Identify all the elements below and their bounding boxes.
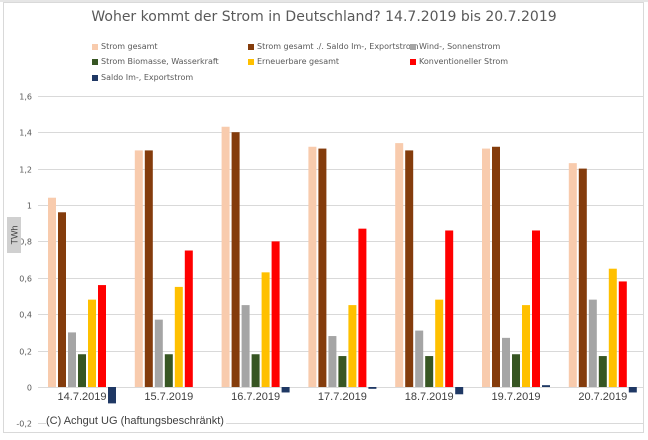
legend-swatch — [410, 43, 416, 50]
y-tick-label: 0,8 — [19, 238, 32, 247]
legend-label: Strom gesamt ./. Saldo Im-, Exportstrom — [257, 42, 419, 51]
legend-swatch — [248, 43, 254, 50]
bar-4 — [522, 305, 530, 387]
y-tick-label: -0,2 — [16, 420, 32, 429]
legend-label: Strom gesamt — [101, 42, 158, 51]
bar-4 — [261, 272, 270, 387]
bar-2 — [588, 299, 597, 387]
bar-3 — [512, 354, 520, 387]
bar-1 — [578, 168, 587, 387]
y-axis-label-text: TWh — [9, 225, 19, 245]
legend-item: Strom gesamt — [92, 42, 158, 51]
bar-5 — [271, 241, 280, 387]
bar-1 — [318, 148, 327, 387]
legend-item: Konventioneller Strom — [410, 57, 508, 66]
bar-1 — [492, 146, 500, 387]
top-border — [0, 0, 648, 2]
bar-2 — [68, 332, 76, 387]
bar-2 — [328, 336, 337, 387]
bar-6 — [455, 387, 464, 395]
bar-0 — [134, 150, 143, 387]
bar-6 — [368, 387, 377, 389]
bar-5 — [445, 230, 454, 387]
y-tick-label: 0,2 — [19, 348, 32, 357]
bar-6 — [628, 387, 637, 393]
legend-swatch — [410, 58, 416, 65]
bar-1 — [231, 132, 240, 387]
x-tick-label: 19.7.2019 — [492, 391, 541, 403]
legend-label: Wind-, Sonnenstrom — [419, 42, 501, 51]
bar-0 — [308, 146, 317, 387]
bar-4 — [348, 305, 357, 387]
bar-0 — [395, 143, 404, 387]
bar-3 — [251, 354, 260, 387]
bar-4 — [435, 299, 444, 387]
bar-6 — [281, 387, 290, 393]
bar-6 — [542, 385, 550, 387]
x-tick-label: 18.7.2019 — [405, 391, 454, 403]
y-tick-label: 1,4 — [19, 129, 32, 138]
bar-3 — [338, 356, 347, 387]
legend-swatch — [248, 58, 254, 65]
bar-2 — [415, 330, 424, 387]
bar-3 — [425, 356, 434, 387]
bar-0 — [48, 197, 56, 387]
bar-0 — [568, 163, 577, 387]
bar-3 — [164, 354, 173, 387]
x-tick-label: 17.7.2019 — [318, 391, 367, 403]
bar-5 — [184, 250, 193, 387]
y-axis-label: TWh — [7, 217, 21, 253]
y-axis-label-background — [7, 217, 21, 253]
y-tick-label: 0 — [27, 384, 32, 393]
bar-0 — [482, 148, 490, 387]
bar-2 — [502, 337, 510, 387]
bar-1 — [58, 212, 66, 387]
copyright-annotation: (C) Achgut UG (haftungsbeschränkt) — [46, 415, 226, 427]
x-tick-label: 14.7.2019 — [58, 391, 107, 403]
legend-swatch — [92, 58, 98, 65]
bar-0 — [221, 126, 230, 388]
y-tick-label: 1 — [27, 202, 32, 211]
x-tick-label: 16.7.2019 — [231, 391, 280, 403]
bar-4 — [608, 268, 617, 387]
bar-1 — [405, 150, 414, 387]
bar-5 — [358, 228, 367, 387]
bar-4 — [88, 299, 96, 387]
legend-swatch — [92, 43, 98, 50]
y-tick-label: 0,6 — [19, 275, 32, 284]
legend-item: Erneuerbare gesamt — [248, 57, 339, 66]
bar-2 — [154, 319, 163, 387]
bar-5 — [532, 230, 540, 387]
legend-swatch — [92, 74, 98, 81]
legend-item: Saldo Im-, Exportstrom — [92, 73, 193, 82]
x-tick-label: 20.7.2019 — [578, 391, 627, 403]
bar-2 — [241, 305, 250, 387]
bar-6 — [108, 387, 116, 404]
y-tick-label: 0,4 — [19, 311, 32, 320]
bar-4 — [174, 286, 183, 387]
legend-item: Wind-, Sonnenstrom — [410, 42, 500, 51]
legend-item: Strom Biomasse, Wasserkraft — [92, 57, 219, 66]
legend-item: Strom gesamt ./. Saldo Im-, Exportstrom — [248, 42, 419, 51]
bar-1 — [144, 150, 153, 387]
legend-label: Saldo Im-, Exportstrom — [101, 73, 194, 82]
legend-label: Strom Biomasse, Wasserkraft — [101, 57, 219, 66]
bar-3 — [78, 354, 86, 387]
chart-title: Woher kommt der Strom in Deutschland? 14… — [91, 9, 557, 25]
bar-3 — [598, 356, 607, 387]
bar-5 — [98, 285, 106, 387]
legend-label: Erneuerbare gesamt — [257, 57, 340, 66]
x-tick-label: 15.7.2019 — [144, 391, 193, 403]
y-tick-label: 1,6 — [19, 93, 32, 102]
legend-label: Konventioneller Strom — [419, 57, 508, 66]
y-tick-label: 1,2 — [19, 166, 32, 175]
bar-5 — [618, 281, 627, 387]
